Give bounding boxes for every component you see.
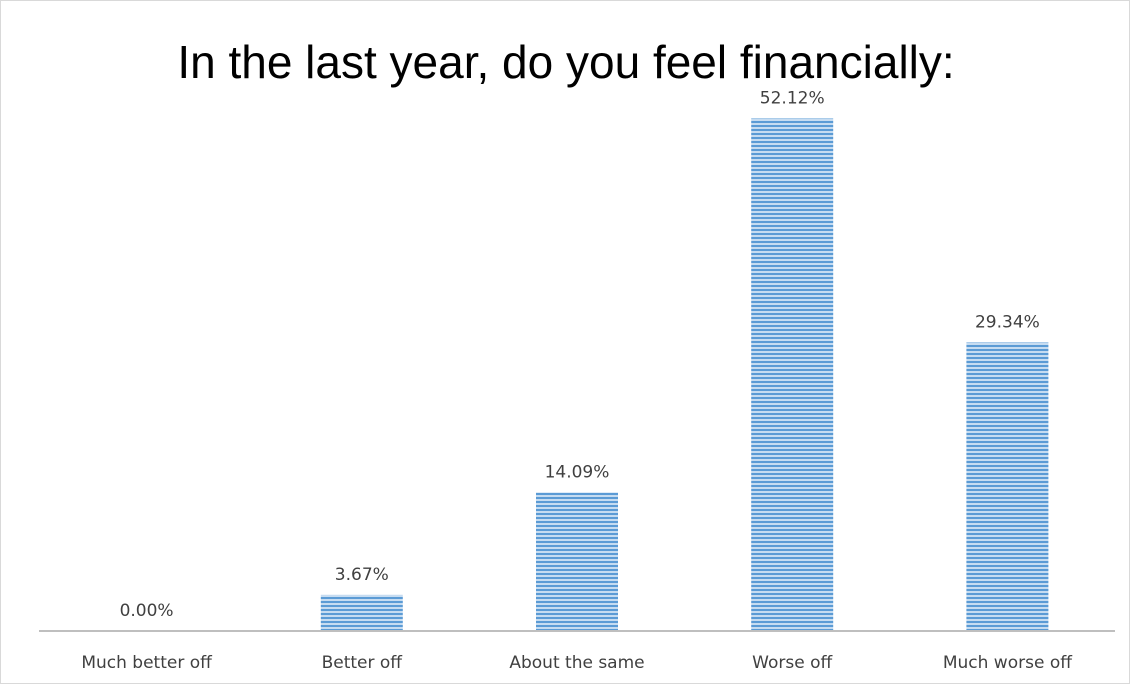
data-label: 0.00% [120, 601, 174, 621]
bar [751, 118, 834, 631]
bar [966, 342, 1049, 631]
data-label: 14.09% [545, 462, 610, 482]
x-tick-label: Better off [322, 653, 404, 673]
data-label: 29.34% [975, 312, 1040, 332]
x-tick-label: About the same [509, 653, 644, 673]
x-tick-label: Much better off [81, 653, 213, 673]
bar [536, 492, 618, 631]
x-tick-label: Much worse off [943, 653, 1073, 673]
data-label: 3.67% [335, 565, 389, 585]
chart-title: In the last year, do you feel financiall… [177, 36, 955, 88]
x-tick-label: Worse off [752, 653, 833, 673]
data-label: 52.12% [760, 88, 825, 108]
bar [320, 594, 403, 631]
